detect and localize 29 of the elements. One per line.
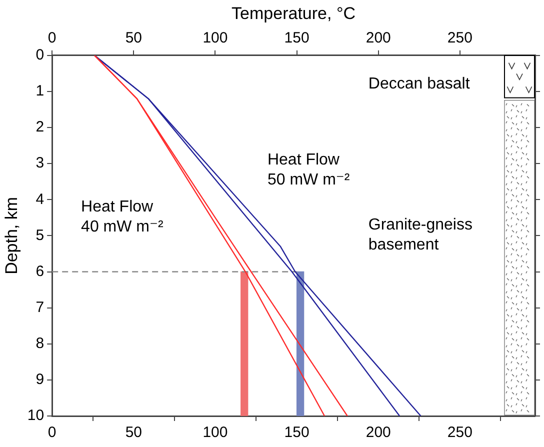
x2-tick-label: 250 (447, 30, 472, 47)
x-tick-label: 100 (202, 424, 228, 442)
x2-tick-label: 150 (284, 30, 310, 47)
y-tick-label: 3 (36, 154, 44, 172)
y-tick-label: 10 (27, 407, 44, 424)
x2-tick-label: 200 (366, 30, 391, 47)
x-tick-label: 200 (366, 424, 391, 442)
y-axis-title: Depth, km (2, 196, 21, 274)
annotation: Heat Flow 40 mW m⁻² (81, 198, 164, 236)
y-tick-label: 1 (36, 82, 44, 100)
y-tick-label: 4 (36, 190, 44, 208)
x-tick-label: 50 (125, 424, 142, 442)
y-tick-label: 6 (36, 262, 44, 280)
x-tick-label: 150 (284, 424, 310, 442)
y-tick-label: 0 (36, 46, 44, 64)
y-tick-label: 7 (36, 298, 44, 316)
y-tick-label: 9 (36, 371, 44, 388)
x2-tick-label: 50 (125, 30, 142, 47)
x-tick-label: 250 (447, 424, 472, 442)
y-tick-label: 5 (36, 226, 44, 244)
y-tick-label: 2 (36, 118, 44, 136)
x2-tick-label: 0 (48, 30, 56, 47)
y-tick-label: 8 (36, 335, 44, 352)
x2-tick-label: 100 (202, 30, 228, 47)
annotation: Heat Flow 50 mW m⁻² (267, 151, 350, 188)
annotation: Granite-gneiss basement (368, 216, 472, 254)
x-tick-label: 0 (48, 424, 56, 442)
annotation: Deccan basalt (368, 76, 470, 93)
x2-axis-title: Temperature, °C (232, 4, 356, 23)
